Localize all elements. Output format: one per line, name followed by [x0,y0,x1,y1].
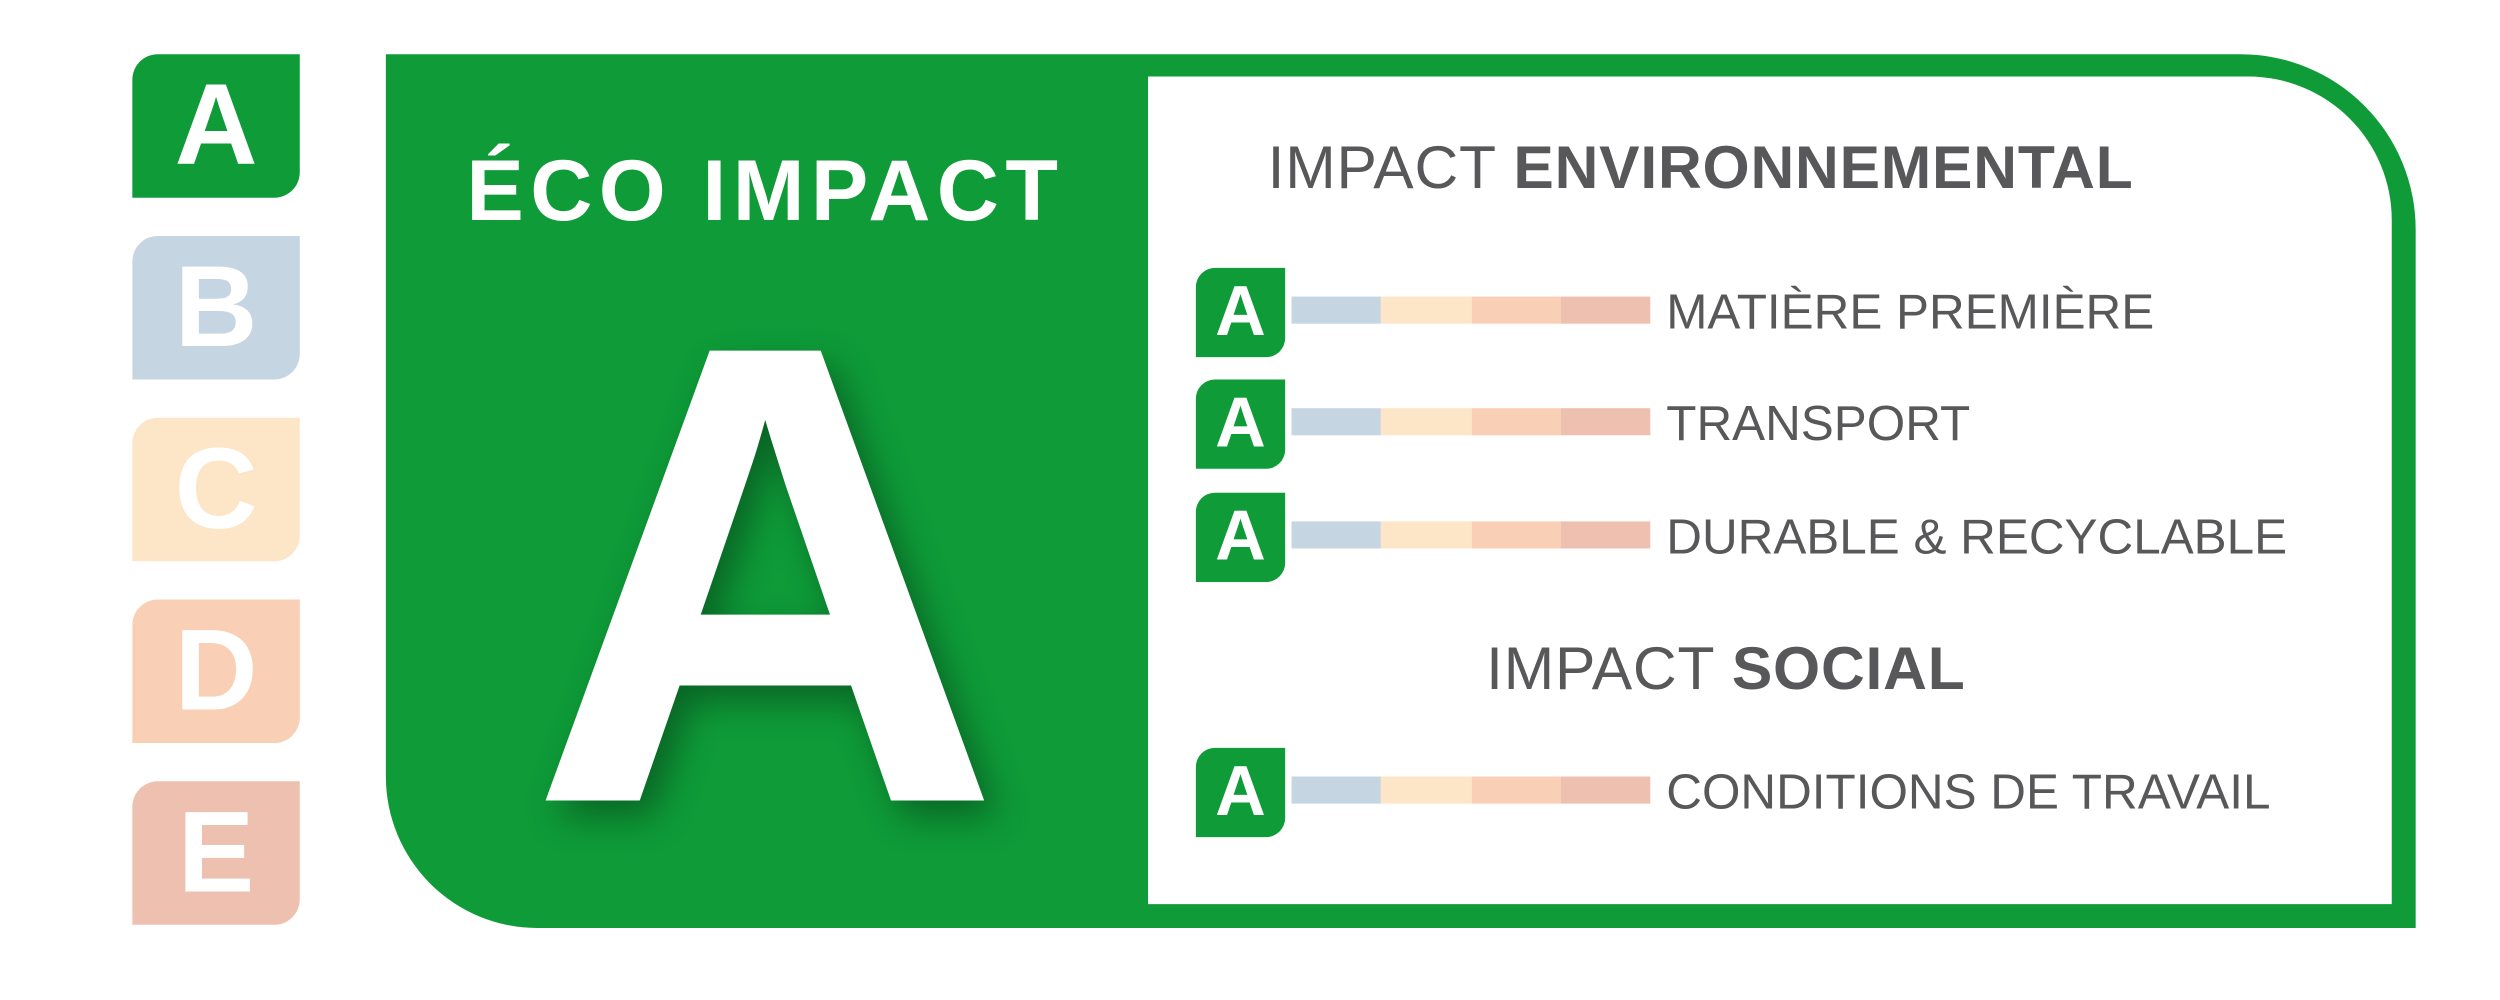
grade-bar-segment-b [1291,776,1382,804]
grade-bar-segment-b [1291,296,1382,324]
grade-bar-segment-e [1560,521,1651,549]
social-heading: IMPACT SOCIAL [1486,635,1965,705]
grade-bar-segment-c [1381,296,1471,324]
grade-bar-segment-e [1560,296,1651,324]
grade-badge-d: D [132,599,300,744]
grade-badge-a: A [132,54,300,198]
heading-bold: ENVIRONNEMENTAL [1513,135,2134,203]
grade-bar [1291,521,1651,549]
heading-bold: SOCIAL [1731,636,1966,704]
heading-prefix: IMPACT [1267,135,1496,203]
grade-bar-segment-e [1560,776,1651,804]
grade-bar [1291,296,1651,324]
criterion-label: CONDITIONS DE TRAVAIL [1666,763,2271,820]
grade-bar-segment-c [1381,408,1471,436]
grade-bar [1291,776,1651,804]
grade-bar [1291,408,1651,436]
criterion-label: MATIÈRE PREMIÈRE [1666,283,2155,340]
grade-bar-segment-d [1470,521,1561,549]
criterion-grade: A [1195,492,1286,582]
grade-bar-segment-b [1291,521,1382,549]
criterion-row: A CONDITIONS DE TRAVAIL [1195,747,2376,838]
panel-title: ÉCO IMPACT [466,143,1065,240]
grade-bar-segment-d [1470,776,1561,804]
criterion-label: TRANSPORT [1666,395,1971,452]
criterion-grade: A [1195,267,1286,358]
grade-badge-b: B [132,235,300,380]
grade-badge-e: E [132,781,300,925]
grade-bar-segment-d [1470,408,1561,436]
criterion-row: A MATIÈRE PREMIÈRE [1195,267,2376,358]
grade-bar-segment-e [1560,408,1651,436]
criterion-row: A DURABLE & RECYCLABLE [1195,492,2376,582]
grade-bar-segment-c [1381,776,1471,804]
criterion-label: DURABLE & RECYCLABLE [1666,508,2288,565]
overall-grade: A [529,208,1002,940]
grade-badge-c: C [132,417,300,562]
details-panel [1148,76,2392,905]
heading-prefix: IMPACT [1486,636,1715,704]
criterion-row: A TRANSPORT [1195,379,2376,469]
environmental-heading: IMPACT ENVIRONNEMENTAL [1268,134,2134,204]
criterion-grade: A [1195,379,1286,469]
criterion-grade: A [1195,747,1286,838]
grade-bar-segment-d [1470,296,1561,324]
grade-bar-segment-b [1291,408,1382,436]
grade-bar-segment-c [1381,521,1471,549]
